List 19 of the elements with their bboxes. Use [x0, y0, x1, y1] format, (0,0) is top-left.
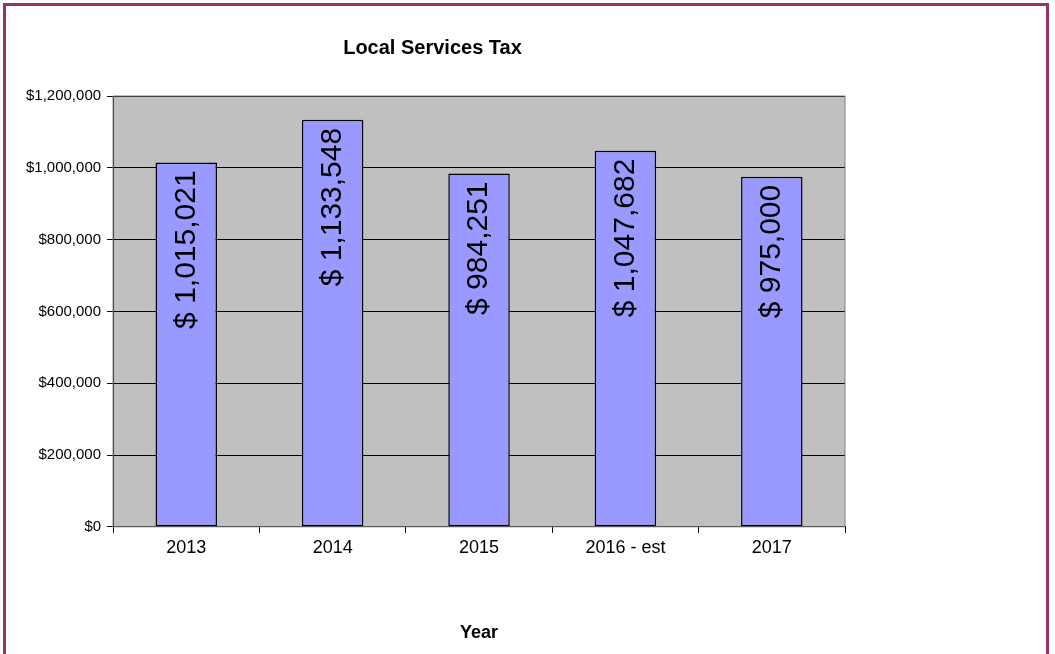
y-tick-label: $1,200,000	[26, 86, 102, 104]
x-tick-label: 2013	[166, 536, 207, 557]
y-tick-label: $400,000	[38, 373, 102, 391]
data-label: $ 1,015,021	[167, 170, 201, 329]
y-tick-label: $200,000	[38, 445, 102, 463]
data-label: $ 1,133,548	[313, 127, 347, 287]
data-label: $ 975,000	[753, 184, 787, 319]
data-label: $ 1,047,682	[606, 158, 640, 318]
x-axis-title: Year	[460, 622, 499, 643]
x-tick-label: 2017	[751, 536, 792, 557]
x-tick-label: 2015	[459, 536, 500, 557]
y-tick-label: $600,000	[38, 301, 102, 319]
data-label: $ 984,251	[460, 181, 494, 315]
y-tick-label: $1,000,000	[26, 157, 102, 175]
x-tick-label: 2014	[312, 536, 353, 557]
y-tick-label: $0	[84, 516, 102, 534]
chart-title: Local Services Tax	[343, 35, 522, 58]
y-tick-label: $800,000	[38, 229, 102, 247]
x-tick-label: 2016 - est	[585, 536, 666, 557]
